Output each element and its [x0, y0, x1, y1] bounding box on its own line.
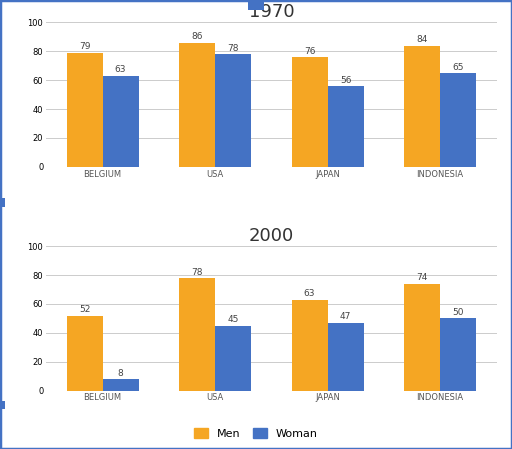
Text: 79: 79	[79, 42, 90, 51]
Text: 78: 78	[191, 268, 203, 277]
Bar	[292, 299, 328, 391]
Bar	[440, 318, 476, 391]
Text: 84: 84	[416, 35, 428, 44]
Bar	[179, 43, 215, 167]
Bar	[404, 284, 440, 391]
Bar	[404, 45, 440, 167]
Text: 65: 65	[453, 62, 464, 71]
Bar	[292, 57, 328, 167]
Bar	[215, 54, 251, 167]
Bar	[67, 316, 102, 391]
Text: 52: 52	[79, 305, 90, 314]
Bar	[440, 73, 476, 167]
Text: 78: 78	[227, 44, 239, 53]
Text: 45: 45	[227, 315, 239, 324]
Title: 2000: 2000	[249, 227, 294, 245]
Text: 50: 50	[453, 308, 464, 317]
Bar	[67, 53, 102, 167]
Bar	[179, 278, 215, 391]
Bar	[102, 379, 139, 391]
Text: 47: 47	[340, 313, 351, 321]
Text: 74: 74	[416, 273, 428, 282]
Text: 63: 63	[115, 66, 126, 75]
Bar	[215, 326, 251, 391]
Text: 76: 76	[304, 47, 315, 56]
Bar	[328, 86, 364, 167]
Bar	[102, 76, 139, 167]
Bar	[328, 323, 364, 391]
Text: 86: 86	[191, 32, 203, 41]
Title: 1970: 1970	[248, 3, 294, 21]
Legend: Men, Woman: Men, Woman	[190, 424, 322, 444]
Text: 63: 63	[304, 289, 315, 298]
Text: 56: 56	[340, 75, 351, 84]
Text: 8: 8	[118, 369, 123, 378]
